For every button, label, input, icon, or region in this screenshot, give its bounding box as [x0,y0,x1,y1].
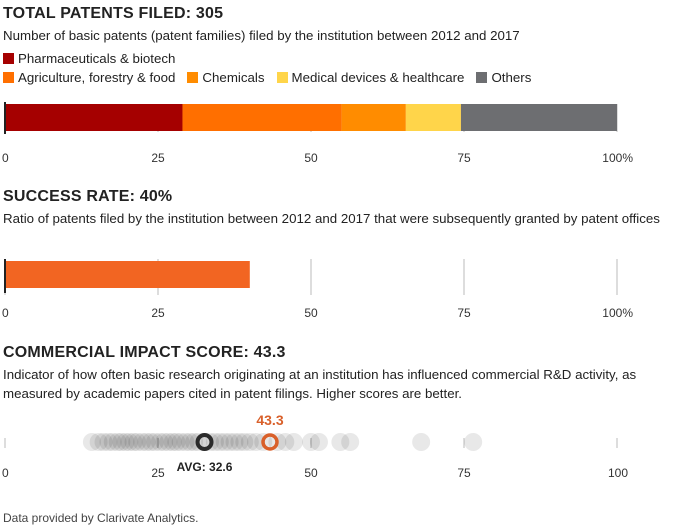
institution-dot [141,433,160,451]
institution-dot [246,433,265,451]
axis-tick-label: 0 [2,306,9,320]
axis-tick-label: 75 [457,306,471,320]
legend-item: Agriculture, forestry & food [3,68,175,87]
bar-segment [5,104,183,131]
institution-dot [276,433,295,451]
legend-label: Chemicals [202,70,265,85]
institution-dot [120,433,139,451]
institution-score-label: 43.3 [256,412,283,428]
axis-tick-label: 100% [602,306,633,320]
average-label: AVG: 32.6 [177,460,233,474]
legend-label: Medical devices & healthcare [291,70,465,85]
institution-dot [235,433,254,451]
patents-section: TOTAL PATENTS FILED: 305 Number of basic… [3,4,683,87]
institution-dot [302,433,320,451]
success-title: SUCCESS RATE: 40% [3,188,173,205]
institution-dot [99,433,118,451]
axis-tick-label: 100 [608,466,628,480]
footer-credit: Data provided by Clarivate Analytics. [3,511,199,525]
axis-tick-label: 25 [151,151,165,165]
institution-dot [137,433,156,451]
legend-item: Medical devices & healthcare [276,68,465,87]
institution-dot [240,433,259,451]
institution-dot [167,433,186,451]
institution-dot [331,433,350,451]
legend-label: Pharmaceuticals & biotech [18,51,176,66]
institution-dot [82,433,101,451]
institution-dot [163,433,182,451]
institution-dot [176,433,195,451]
legend-item: Others [476,68,531,87]
patents-stacked-bar-chart: 0 25 50 75 100% [2,102,633,165]
institution-dot [116,433,135,451]
impact-description: Indicator of how often basic research or… [3,367,637,401]
axis-tick-label: 50 [304,466,318,480]
legend-swatch [476,72,488,83]
success-rate-bar-chart: 0 25 50 75 100% [2,259,633,320]
axis-tick-label: 75 [457,151,471,165]
institution-dot [103,433,122,451]
institution-dot [180,433,199,451]
average-marker [195,433,214,451]
bar-segment [182,104,342,131]
legend-item: Pharmaceuticals & biotech [3,49,175,68]
institution-dot [128,433,147,451]
institution-dot [108,433,127,451]
institution-dot [150,433,169,451]
bar-segment [405,104,461,131]
legend-swatch [3,72,14,83]
axis-tick-label: 0 [2,466,9,480]
institution-dot [94,433,113,451]
institution-dot [284,433,303,451]
patents-legend: Pharmaceuticals & biotech Agriculture, f… [3,49,683,87]
bar-segment [341,104,406,131]
axis-tick-label: 100% [602,151,633,165]
institution-dot [89,433,108,451]
institution-dot [309,433,328,451]
institution-dot [124,433,143,451]
patents-description: Number of basic patents (patent families… [3,28,520,43]
impact-section: COMMERCIAL IMPACT SCORE: 43.3 Indicator … [3,343,683,403]
institution-dot [210,433,229,451]
legend-swatch [3,53,14,64]
legend-item: Chemicals [187,68,265,87]
impact-score-dot-chart: 0 25 50 75 100 AVG: 32.6 43.3 [2,412,628,480]
institution-dot [341,433,360,451]
legend-label: Others [491,70,532,85]
impact-title: COMMERCIAL IMPACT SCORE: 43.3 [3,344,286,361]
institution-dot [230,433,249,451]
axis-tick-label: 0 [2,151,9,165]
legend-label: Agriculture, forestry & food [18,70,176,85]
legend-swatch [187,72,199,83]
success-section: SUCCESS RATE: 40% Ratio of patents filed… [3,187,683,228]
legend-swatch [276,72,288,83]
bar-segment [460,104,617,131]
institution-dot [112,433,131,451]
patents-title: TOTAL PATENTS FILED: 305 [3,5,224,22]
institution-dot [155,433,174,451]
success-description: Ratio of patents filed by the institutio… [3,211,660,226]
institution-dot [145,433,164,451]
axis-tick-label: 75 [457,466,471,480]
axis-tick-label: 50 [304,151,318,165]
institution-dot [464,433,483,451]
institution-dot [412,433,431,451]
institution-dot [225,433,244,451]
success-bar [5,261,250,288]
institution-dot [159,433,178,451]
institution-dot [171,433,190,451]
institution-dot [215,433,234,451]
axis-tick-label: 25 [151,466,165,480]
axis-tick-label: 25 [151,306,165,320]
institution-dot [220,433,239,451]
institution-dot [133,433,152,451]
axis-tick-label: 50 [304,306,318,320]
institution-score-marker [261,433,279,451]
